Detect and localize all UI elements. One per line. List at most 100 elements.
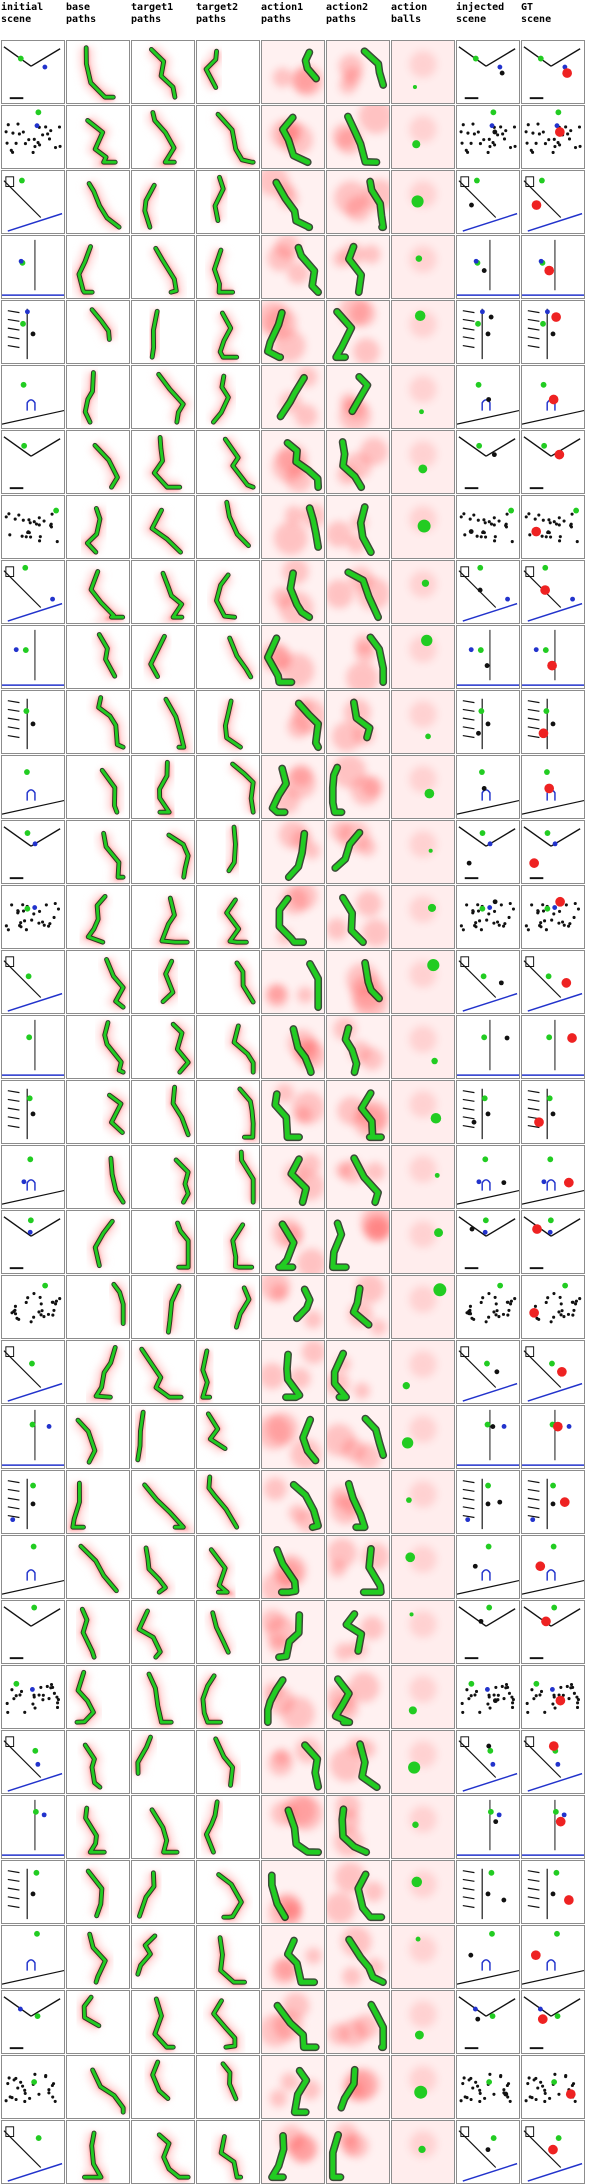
cell-image	[522, 629, 584, 686]
scene-peg	[566, 132, 570, 136]
balls-haze	[409, 1545, 437, 1573]
cell-image	[392, 561, 454, 623]
cell-injected-scene	[456, 1990, 520, 2054]
scene-peg	[507, 1691, 511, 1695]
cell-image	[262, 756, 324, 818]
scene-peg	[547, 518, 551, 522]
cell-image	[2, 1543, 64, 1595]
scene-peg	[33, 2072, 37, 2076]
heat-blob	[335, 1162, 352, 1178]
scene-ramp	[30, 438, 61, 457]
cell-action2-paths	[326, 1470, 390, 1534]
scene-step	[462, 1107, 475, 1111]
cell-image	[523, 1604, 581, 1660]
scene-peg	[6, 1710, 10, 1714]
heat-green-line	[285, 440, 321, 490]
scene-peg	[23, 2099, 27, 2104]
scene-goal-ball	[30, 1482, 36, 1489]
scene-action-ball	[478, 1618, 484, 1624]
path-green-line	[213, 175, 225, 223]
scene-step	[462, 344, 475, 349]
cell-image	[217, 2059, 243, 2102]
cell-injected-scene	[456, 300, 520, 364]
scene-step	[462, 708, 475, 712]
cell-target2-paths	[196, 950, 260, 1014]
scene-goal-ball	[475, 320, 481, 327]
cell-action-balls	[391, 1470, 455, 1534]
scene-ball-black	[550, 331, 556, 337]
scene-blue-wall	[462, 1382, 518, 1402]
scene-peg	[47, 1697, 51, 1701]
cell-image	[262, 2056, 324, 2118]
cell-action-balls	[391, 1340, 455, 1404]
scene-action-ball	[503, 2091, 509, 2097]
cell-action2-paths	[326, 690, 390, 754]
heat-green-line	[332, 1351, 349, 1400]
scene-action-ball	[492, 899, 498, 905]
scene-peg	[562, 1315, 566, 1319]
cell-image	[458, 1216, 516, 1270]
cell-initial-scene	[1, 170, 65, 234]
cell-image	[262, 236, 324, 298]
path-green-line	[137, 1609, 162, 1659]
scene-goal-ball	[485, 1543, 492, 1550]
scene-arch	[481, 1179, 491, 1191]
cell-image	[458, 1736, 518, 1792]
scene-goal-ball	[35, 109, 42, 116]
path-green-line	[239, 1150, 255, 1204]
cell-image	[262, 2121, 324, 2183]
scene-goal-ball	[538, 177, 545, 184]
scene-peg	[501, 1312, 506, 1316]
scene-peg	[532, 2078, 536, 2082]
scene-slope	[522, 1969, 584, 1985]
heat-green-line	[285, 1938, 317, 1985]
scene-action-ball	[565, 2089, 576, 2099]
cell-target1-paths	[131, 170, 195, 234]
scene-goal-ball	[32, 1808, 39, 1815]
scene-peg	[570, 512, 574, 516]
heat-green-line	[346, 244, 364, 295]
cell-target1-paths	[131, 495, 195, 559]
cell-base-paths	[66, 1925, 130, 1989]
cell-gt-scene	[521, 235, 585, 299]
cell-action-balls	[391, 300, 455, 364]
heat-blob	[361, 776, 383, 797]
scene-step	[527, 708, 540, 712]
scene-step	[462, 717, 475, 721]
cell-target2-paths	[196, 105, 260, 169]
path-green-line	[223, 437, 255, 489]
scene-peg	[48, 922, 52, 926]
scene-peg	[502, 924, 506, 928]
scene-step	[527, 1488, 540, 1492]
cell-image	[522, 769, 584, 815]
cell-image	[327, 431, 389, 493]
balls-haze	[409, 765, 437, 793]
scene-target-ball	[544, 309, 550, 315]
scene-peg	[28, 2096, 32, 2100]
scene-action-ball	[468, 1952, 474, 1958]
scene-ramp	[550, 1608, 581, 1627]
heat-green-line	[355, 1871, 384, 1920]
scene-peg	[42, 923, 46, 927]
scene-ramp	[523, 1996, 552, 2017]
heat-blob	[273, 521, 308, 555]
cell-target1-paths	[131, 2120, 195, 2184]
cell-image	[327, 366, 389, 428]
cell-initial-scene	[1, 1860, 65, 1924]
cell-image	[142, 1671, 174, 1728]
scene-peg	[11, 131, 15, 135]
scene-peg	[44, 2074, 48, 2078]
scene-goal-ball	[13, 1680, 20, 1687]
cell-gt-scene	[521, 1600, 585, 1664]
path-green-line	[88, 1932, 107, 1984]
balls-haze	[409, 1480, 437, 1508]
scene-goal-ball	[479, 905, 486, 912]
scene-peg	[469, 141, 473, 145]
scene-step	[462, 700, 475, 704]
cell-image	[234, 1084, 259, 1143]
balls-action-ball	[408, 1706, 417, 1715]
scene-peg	[461, 123, 465, 127]
cell-image	[7, 1478, 36, 1530]
scene-peg	[571, 1300, 575, 1304]
balls-haze	[409, 895, 437, 923]
